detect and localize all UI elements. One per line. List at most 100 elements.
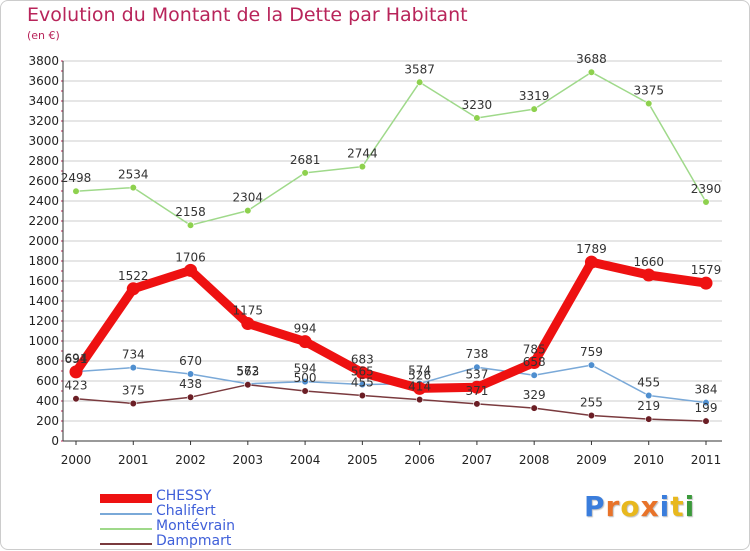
data-point	[699, 276, 713, 290]
legend-label: Dampmart	[156, 533, 232, 549]
data-label: 3319	[519, 89, 550, 103]
y-tick-label: 2600	[28, 174, 59, 188]
legend-label: Montévrain	[156, 518, 236, 534]
data-label: 565	[351, 365, 374, 379]
data-point	[645, 415, 653, 423]
data-label: 563	[236, 365, 259, 379]
data-label: 670	[179, 354, 202, 368]
y-tick-label: 3600	[28, 74, 59, 88]
data-label: 572	[236, 364, 259, 378]
data-point	[473, 363, 481, 371]
data-point	[184, 263, 198, 277]
y-tick-label: 3000	[28, 134, 59, 148]
x-tick-label: 2004	[290, 453, 321, 467]
legend-swatch	[100, 513, 152, 515]
axes	[62, 61, 722, 442]
data-label: 219	[637, 399, 660, 413]
data-point	[416, 396, 424, 404]
data-point	[186, 370, 195, 378]
data-label: 785	[523, 343, 546, 357]
data-point	[584, 255, 598, 269]
y-tick-label: 1600	[28, 274, 59, 288]
data-point	[587, 411, 596, 420]
x-tick-label: 2003	[233, 453, 264, 467]
data-label: 2681	[290, 153, 321, 167]
x-tick-label: 2010	[633, 453, 664, 467]
x-tick-label: 2002	[175, 453, 206, 467]
legend-swatch	[100, 543, 152, 545]
data-point	[358, 163, 366, 171]
data-label: 384	[695, 383, 718, 397]
data-point	[413, 381, 427, 395]
data-label: 3375	[633, 84, 664, 98]
data-label: 1579	[691, 263, 722, 277]
data-label: 658	[523, 355, 546, 369]
data-label: 199	[695, 401, 718, 415]
data-point	[186, 221, 195, 229]
data-label: 371	[465, 384, 488, 398]
legend-swatch	[100, 494, 152, 503]
data-point	[186, 393, 195, 401]
y-axis-ticks: 0 200 400 600 800 1000 1200 1400 1600 1800 2000 220…	[28, 54, 63, 448]
data-label: 683	[351, 353, 374, 367]
data-label: 734	[122, 348, 145, 362]
y-tick-label: 1800	[28, 254, 59, 268]
data-point	[702, 198, 710, 206]
y-tick-label: 0	[51, 434, 59, 448]
data-point	[241, 317, 255, 330]
data-label: 3688	[576, 52, 607, 66]
data-label: 375	[122, 384, 145, 398]
series-lines	[69, 68, 713, 425]
data-label: 2304	[233, 191, 264, 205]
series-line-dampmart	[75, 383, 707, 422]
data-point	[72, 187, 80, 195]
data-label: 594	[294, 362, 317, 376]
data-point	[69, 365, 83, 379]
x-tick-label: 2006	[404, 453, 435, 467]
grid-lines	[63, 60, 722, 422]
data-point	[301, 387, 309, 395]
y-tick-label: 3400	[28, 94, 59, 108]
data-point	[301, 169, 309, 177]
y-tick-label: 2200	[28, 214, 59, 228]
y-tick-label: 3200	[28, 114, 59, 128]
data-label: 455	[637, 376, 660, 390]
y-tick-label: 1000	[28, 334, 59, 348]
data-point	[645, 391, 653, 400]
y-tick-label: 1200	[28, 314, 59, 328]
series-line-montévrain	[75, 71, 707, 226]
data-label: 423	[65, 379, 88, 393]
chart-subtitle: (en €)	[27, 29, 60, 42]
data-point	[473, 400, 481, 408]
data-label: 455	[351, 376, 374, 390]
y-tick-label: 2400	[28, 194, 59, 208]
legend-swatch	[100, 528, 152, 530]
y-tick-label: 3800	[28, 54, 59, 68]
legend-label: Chalifert	[156, 503, 216, 519]
data-point	[530, 105, 538, 113]
x-tick-label: 2008	[519, 453, 550, 467]
data-point	[72, 395, 80, 403]
data-label: 994	[294, 322, 317, 336]
data-point	[587, 361, 596, 369]
y-tick-label: 1400	[28, 294, 59, 308]
data-point	[358, 380, 366, 389]
data-point	[702, 417, 710, 425]
data-point	[301, 378, 309, 386]
data-label: 526	[408, 368, 431, 382]
data-label: 3230	[462, 98, 493, 112]
data-point	[129, 184, 137, 192]
data-point	[473, 114, 481, 122]
x-tick-label: 2011	[691, 453, 722, 467]
data-point	[642, 268, 656, 282]
data-label: 329	[523, 388, 546, 402]
data-label: 1660	[633, 255, 664, 269]
y-tick-label: 200	[36, 414, 59, 428]
y-tick-label: 2800	[28, 154, 59, 168]
data-label: 537	[465, 367, 488, 381]
data-point	[244, 207, 252, 215]
data-labels: 2498 2534 2158 2304 2681 2744 3587 3230 3319 3688…	[61, 52, 722, 415]
data-label: 2534	[118, 168, 149, 182]
data-point	[416, 78, 424, 86]
